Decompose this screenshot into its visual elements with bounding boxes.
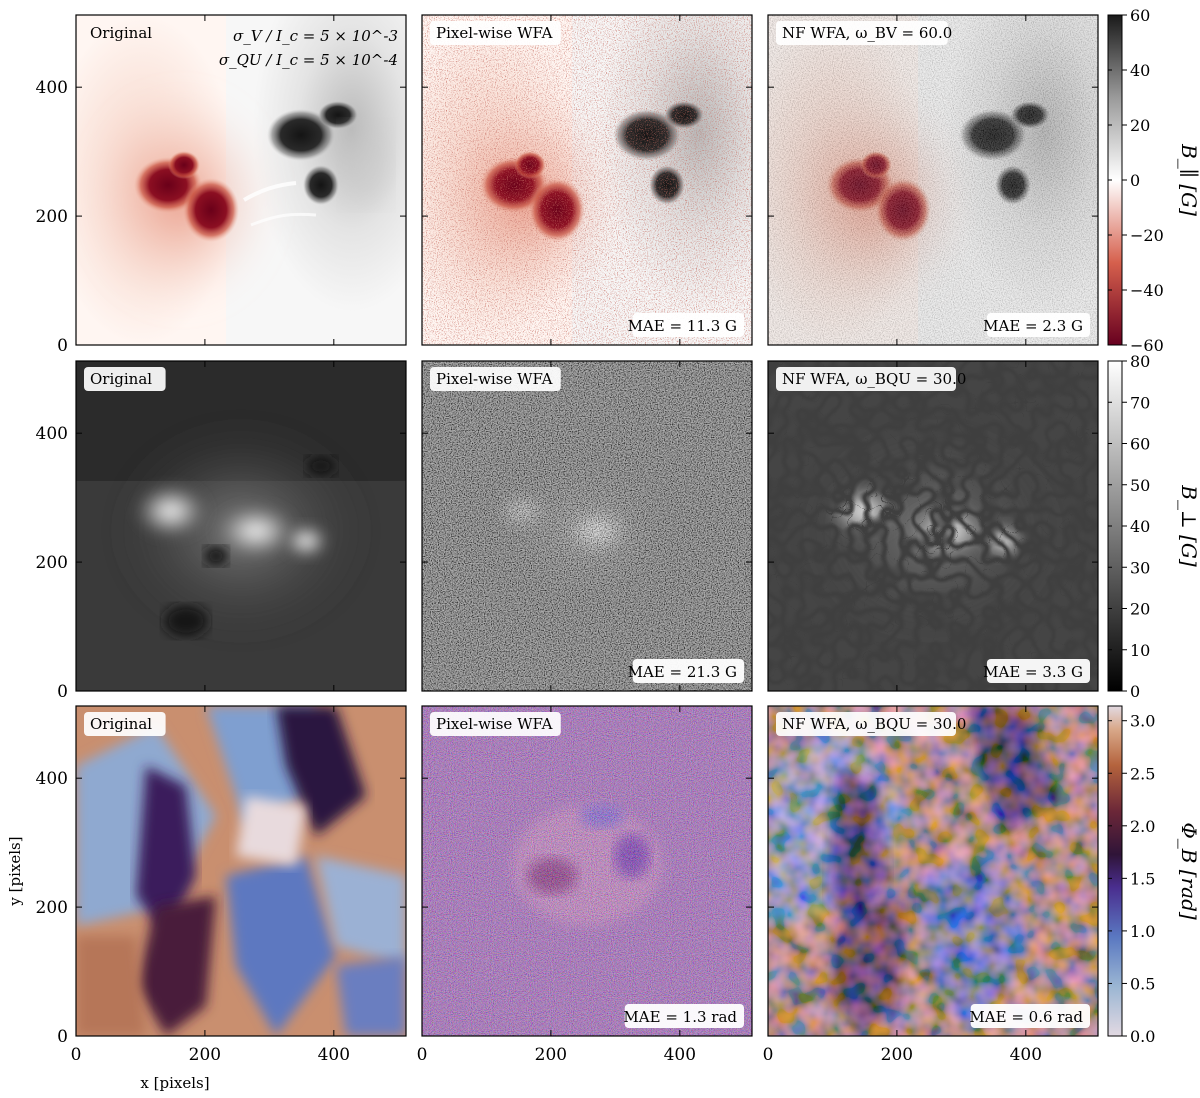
panel-tag: Pixel-wise WFA [436, 715, 553, 733]
x-tick-label: 0 [71, 1045, 82, 1065]
x-tick-label: 400 [664, 1045, 696, 1065]
panel-tag-box [776, 367, 956, 391]
colorbar-tick-label: 1.5 [1130, 869, 1155, 888]
colorbar-tick-label: −40 [1130, 281, 1164, 300]
x-tick-label: 400 [318, 1045, 350, 1065]
panel-tag: NF WFA, ω_BV = 60.0 [782, 24, 952, 42]
colorbar-tick-label: 80 [1130, 352, 1150, 371]
colorbar-tick-label: 60 [1130, 435, 1150, 454]
mae-box [624, 1004, 744, 1028]
panel-tag: Pixel-wise WFA [436, 370, 553, 388]
colorbar-tick-label: −20 [1130, 226, 1164, 245]
colorbar-tick-label: 3.0 [1130, 712, 1155, 731]
panel-tag-box [776, 712, 956, 736]
y-tick-label: 400 [36, 769, 68, 789]
x-tick-label: 400 [1010, 1045, 1042, 1065]
panel-tag: Original [90, 715, 152, 733]
mae-label: MAE = 2.3 G [983, 317, 1083, 335]
panel-tag: NF WFA, ω_BQU = 30.0 [782, 715, 966, 733]
row-b-parallel [76, 15, 1098, 345]
panel-tag-box [776, 21, 948, 45]
x-tick-label: 200 [535, 1045, 567, 1065]
colorbar-tick-label: 20 [1130, 116, 1150, 135]
panel-tag: Original [90, 24, 152, 42]
colorbar-tick-label: 0 [1130, 171, 1140, 190]
panel-phi-pixelwise [422, 706, 752, 1036]
mae-label: MAE = 0.6 rad [969, 1008, 1083, 1026]
row-b-perp [76, 361, 1098, 691]
y-tick-label: 200 [36, 898, 68, 918]
colorbar-tick-label: −60 [1130, 336, 1164, 355]
colorbar-phi [1107, 705, 1123, 1037]
mae-box [632, 659, 744, 683]
panel-tag-box [430, 712, 561, 736]
colorbar-tick-label: 2.0 [1130, 817, 1155, 836]
colorbar-label: B_⊥ [G] [1177, 484, 1200, 567]
panel-tag: Original [90, 370, 152, 388]
colorbar-label: Φ_B [rad] [1177, 822, 1200, 920]
y-tick-label: 400 [36, 424, 68, 444]
colorbar-tick-label: 0.5 [1130, 974, 1155, 993]
mae-label: MAE = 1.3 rad [623, 1008, 737, 1026]
panel-tag-box [84, 367, 166, 391]
colorbar-tick-label: 0.0 [1130, 1027, 1155, 1046]
colorbar-tick-label: 70 [1130, 393, 1150, 412]
panel-phi-nfwfa [768, 706, 1098, 1036]
panel-tag-box [430, 21, 561, 45]
mae-box [986, 659, 1090, 683]
x-tick-label: 200 [881, 1045, 913, 1065]
mae-box [970, 1004, 1090, 1028]
colorbar-tick-label: 60 [1130, 6, 1150, 25]
panel-bpar-nfwfa [768, 15, 1098, 345]
mae-label: MAE = 21.3 G [628, 663, 737, 681]
panel-frames [75, 14, 1099, 1037]
y-tick-label: 0 [57, 1027, 68, 1047]
panel-tag-box [430, 367, 561, 391]
panel-bperp-pixelwise [422, 361, 752, 691]
mae-label: MAE = 11.3 G [628, 317, 737, 335]
colorbar-tick-label: 50 [1130, 476, 1150, 495]
panel-bperp-nfwfa [768, 361, 1098, 691]
x-tick-label: 0 [417, 1045, 428, 1065]
panel-tag: Pixel-wise WFA [436, 24, 553, 42]
panel-bpar-pixelwise [422, 15, 752, 345]
colorbar-label: B_∥ [G] [1177, 143, 1200, 216]
y-tick-label: 400 [36, 78, 68, 98]
panel-bpar-original [76, 15, 406, 345]
y-tick-label: 200 [36, 207, 68, 227]
colorbar-tick-label: 0 [1130, 682, 1140, 701]
y-tick-label: 200 [36, 553, 68, 573]
y-axis-label: y [pixels] [6, 836, 24, 906]
colorbar-tick-label: 30 [1130, 558, 1150, 577]
mae-box [986, 313, 1090, 337]
row-phi-b [76, 706, 1098, 1036]
mae-box [632, 313, 744, 337]
colorbar-tick-label: 10 [1130, 641, 1150, 660]
y-tick-label: 0 [57, 682, 68, 702]
panel-tag: NF WFA, ω_BQU = 30.0 [782, 370, 966, 388]
noise-annotation: σ_V / I_c = 5 × 10^-3 [233, 27, 398, 45]
panel-bperp-original [76, 361, 406, 691]
noise-annotation: σ_QU / I_c = 5 × 10^-4 [219, 51, 398, 69]
panel-phi-original [76, 706, 406, 1036]
colorbar-tick-label: 40 [1130, 517, 1150, 536]
mae-label: MAE = 3.3 G [983, 663, 1083, 681]
panel-tag-box [84, 712, 166, 736]
colorbar-tick-label: 1.0 [1130, 922, 1155, 941]
x-axis-label: x [pixels] [140, 1074, 209, 1092]
x-tick-label: 200 [189, 1045, 221, 1065]
x-tick-label: 0 [763, 1045, 774, 1065]
y-tick-label: 0 [57, 336, 68, 356]
colorbar-tick-label: 2.5 [1130, 764, 1155, 783]
colorbar-tick-label: 40 [1130, 61, 1150, 80]
colorbar-tick-label: 20 [1130, 600, 1150, 619]
